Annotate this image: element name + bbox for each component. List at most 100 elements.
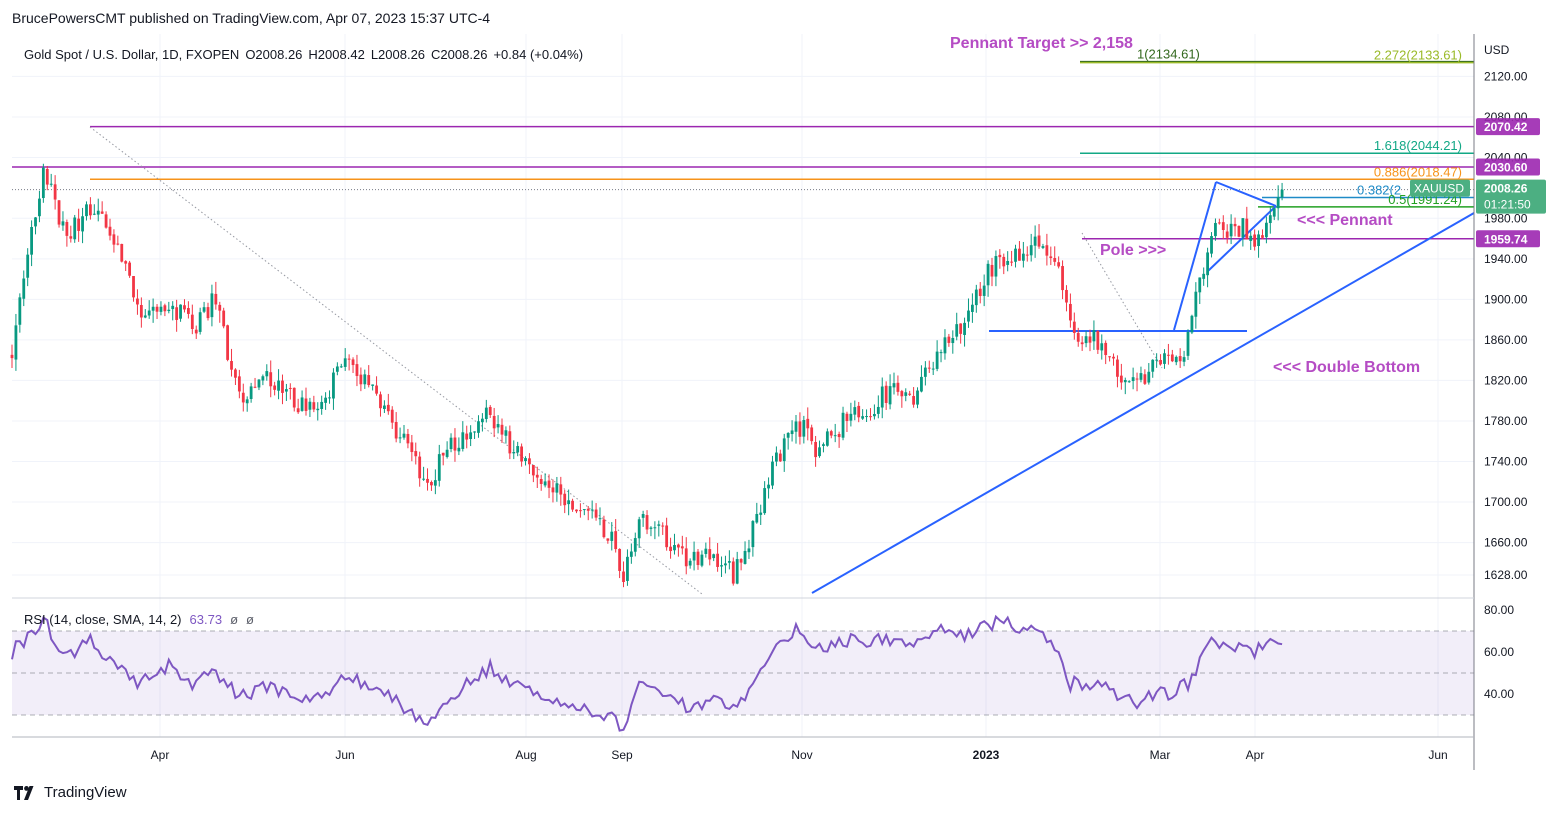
candle (1021, 241, 1025, 268)
candle (567, 489, 571, 516)
candle-body (837, 434, 841, 438)
price-axis: USD2120.002080.002040.001980.001940.0019… (1410, 43, 1546, 701)
candle-body (426, 478, 429, 483)
candle (622, 561, 625, 588)
candle-body (1249, 235, 1253, 241)
candle-body (1119, 375, 1123, 383)
candle-body (982, 285, 986, 296)
candle (1033, 225, 1037, 258)
candle-body (194, 329, 198, 334)
candle (41, 163, 45, 203)
candle-body (492, 415, 496, 429)
candle-body (516, 446, 520, 453)
candle-body (884, 385, 888, 403)
candle-body (1233, 223, 1237, 227)
uptrend-line (811, 212, 1475, 594)
candle-body (49, 183, 53, 185)
currency-label: USD (1484, 43, 1510, 57)
candle (731, 557, 735, 586)
candle (136, 289, 139, 315)
candle-body (1159, 359, 1162, 365)
candle (524, 456, 527, 466)
candle-body (978, 288, 982, 297)
candle (308, 397, 312, 418)
candle (865, 409, 868, 423)
price-tick-4: 1940.00 (1484, 252, 1528, 266)
candle (367, 365, 371, 388)
candle (484, 399, 488, 423)
countdown-tag: 01:21:50 (1484, 198, 1531, 212)
candle-body (994, 256, 998, 277)
candle-body (798, 421, 802, 437)
candle-body (986, 263, 990, 286)
candle-body (935, 351, 939, 369)
candle (810, 424, 814, 445)
candle (610, 522, 614, 551)
annotation-2: <<< Pennant (1297, 212, 1393, 229)
candle (1182, 350, 1186, 367)
candle-body (1069, 303, 1072, 321)
candle-body (273, 385, 277, 390)
time-tick-5: 2023 (973, 748, 1000, 762)
candle (814, 435, 817, 467)
candle (1123, 377, 1127, 395)
candle-body (1206, 252, 1209, 276)
candle (680, 535, 684, 555)
candle-body (465, 433, 469, 440)
candle-body (202, 307, 206, 312)
candle-body (778, 453, 782, 462)
candle-body (257, 379, 261, 388)
candle-body (680, 546, 684, 549)
candle-body (1221, 222, 1225, 230)
candle-body (947, 336, 951, 343)
candle (743, 541, 747, 565)
trend-drawings (89, 126, 1475, 595)
candle-body (853, 407, 857, 415)
candle-body (1198, 277, 1202, 293)
candle-body (955, 324, 959, 337)
candle-body (1245, 218, 1249, 240)
candle (57, 200, 61, 228)
tradingview-logo-icon (14, 785, 34, 800)
candle-body (375, 385, 378, 394)
candle-body (89, 204, 92, 216)
time-tick-1: Jun (335, 748, 354, 762)
candle-body (430, 482, 433, 486)
candle (1186, 329, 1190, 360)
candle-body (582, 509, 586, 511)
candle (139, 297, 143, 328)
candle-body (104, 214, 108, 228)
candle-body (920, 376, 923, 392)
candle (735, 551, 739, 585)
candle (406, 428, 410, 449)
candle-body (900, 391, 904, 397)
candle-body (190, 314, 194, 330)
candle (861, 409, 865, 420)
candle (594, 503, 598, 521)
last-price-tag: 2008.26 (1484, 182, 1528, 196)
time-tick-0: Apr (151, 748, 170, 762)
candle-body (155, 306, 159, 312)
candle (618, 548, 621, 579)
candle-body (1186, 332, 1190, 356)
candle-body (610, 531, 614, 541)
candle (598, 507, 602, 526)
candle-body (347, 358, 351, 360)
candle (175, 299, 179, 332)
candle-body (45, 168, 49, 185)
candle (927, 360, 931, 373)
candle (461, 421, 465, 452)
candle-body (445, 449, 449, 457)
tradingview-brand[interactable]: TradingView (14, 784, 127, 801)
candle-body (1253, 234, 1257, 247)
candle (1167, 343, 1170, 365)
candle-body (712, 554, 716, 559)
candle (81, 207, 84, 244)
candles-group (10, 163, 1284, 588)
candle (555, 476, 559, 502)
candle-body (849, 413, 853, 421)
candle-body (512, 451, 516, 454)
candle-body (508, 431, 512, 454)
candle (673, 533, 676, 555)
